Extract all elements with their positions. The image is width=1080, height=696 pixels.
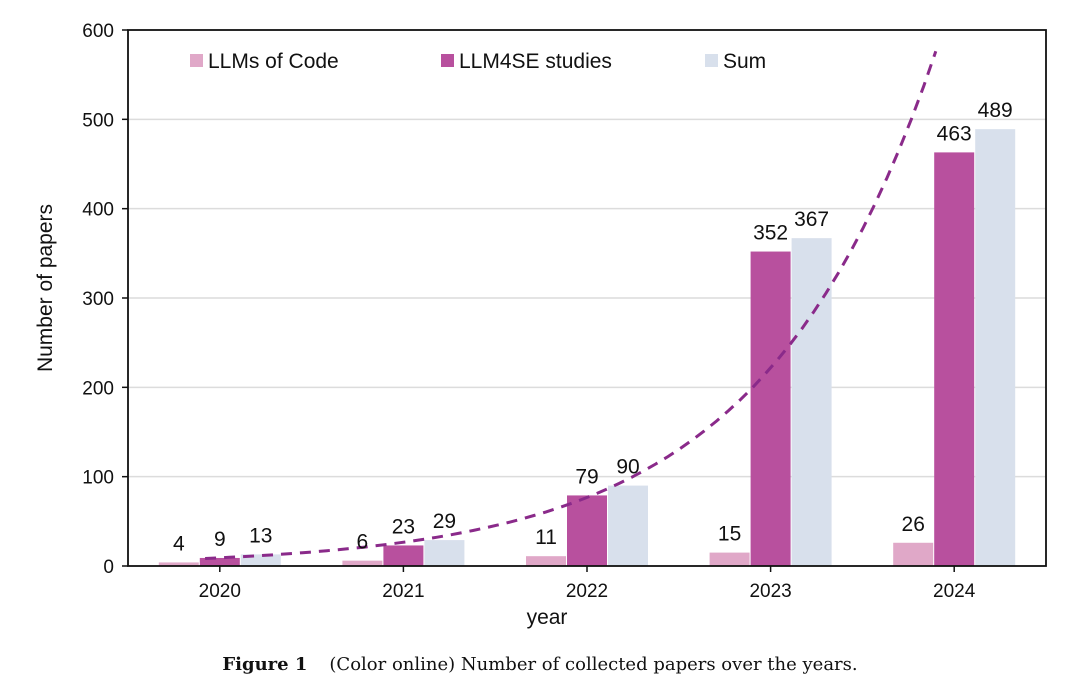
y-tick-label: 600 <box>82 21 114 42</box>
y-tick-label: 200 <box>82 378 114 399</box>
bar-sum-2024 <box>975 129 1016 566</box>
grid <box>128 118 1046 478</box>
x-tick-label: 2024 <box>933 581 976 602</box>
data-label: 367 <box>794 208 829 231</box>
y-tick-label: 100 <box>82 468 114 489</box>
y-tick-label: 400 <box>82 200 114 221</box>
bar-sum-2023 <box>791 238 832 566</box>
data-label: 6 <box>357 531 369 554</box>
legend-label: LLM4SE studies <box>459 50 612 73</box>
bar-llm4se-studies-2022 <box>567 495 607 566</box>
legend-swatch <box>705 54 718 67</box>
x-tick-label: 2021 <box>382 581 424 602</box>
bar-llms-of-code-2020 <box>158 562 199 566</box>
data-label: 352 <box>753 222 788 245</box>
data-label: 26 <box>902 513 925 536</box>
bar-llm4se-studies-2021 <box>383 545 424 566</box>
legend-swatch <box>441 54 454 67</box>
bar-llm4se-studies-2024 <box>934 152 975 567</box>
bar-sum-2020 <box>240 554 281 566</box>
data-label: 11 <box>535 526 557 549</box>
legend-swatch <box>190 54 203 67</box>
legend: LLMs of Code LLM4SE studies Sum <box>190 50 766 73</box>
trendline <box>205 50 938 560</box>
axes: 0 100 200 300 400 500 600 2020 2021 2022 2023 2024 <box>82 21 1047 602</box>
y-tick-label: 300 <box>82 289 114 310</box>
data-label: 15 <box>718 523 741 546</box>
legend-label: LLMs of Code <box>208 50 339 73</box>
bars <box>158 129 1016 567</box>
bar-sum-2022 <box>608 485 648 566</box>
data-labels: 4 9 13 6 23 29 11 79 90 15 352 367 26 463 489 <box>173 99 1013 555</box>
y-tick-label: 0 <box>103 557 114 578</box>
data-label: 90 <box>616 456 639 479</box>
data-label: 9 <box>214 528 226 551</box>
bar-llms-of-code-2023 <box>709 552 750 566</box>
bar-llm4se-studies-2020 <box>199 557 240 566</box>
data-label: 4 <box>173 532 185 555</box>
chart: 4 9 13 6 23 29 11 79 90 15 352 367 26 463 489 0 100 200 3… <box>34 21 1047 629</box>
legend-label: Sum <box>723 50 766 73</box>
trend-curve <box>205 50 938 560</box>
bar-llms-of-code-2022 <box>526 556 566 566</box>
x-tick-label: 2023 <box>749 581 791 602</box>
data-label: 29 <box>433 510 456 533</box>
data-label: 79 <box>575 465 598 488</box>
bar-llms-of-code-2024 <box>893 542 934 566</box>
data-label: 23 <box>392 515 415 538</box>
x-tick-label: 2022 <box>566 581 608 602</box>
bar-llm4se-studies-2023 <box>750 251 791 566</box>
y-tick-label: 500 <box>82 110 114 131</box>
plot-frame <box>127 29 1047 567</box>
bar-sum-2021 <box>424 540 465 566</box>
y-axis-title: Number of papers <box>34 204 57 372</box>
data-label: 489 <box>978 99 1013 122</box>
figure-caption-text: (Color online) Number of collected paper… <box>329 654 858 675</box>
data-label: 463 <box>937 122 972 145</box>
figure-label: Figure 1 <box>222 654 308 675</box>
data-label: 13 <box>249 524 272 547</box>
x-tick-label: 2020 <box>199 581 241 602</box>
figure-caption: Figure 1 (Color online) Number of collect… <box>0 654 1080 675</box>
x-axis-title: year <box>527 606 568 629</box>
bar-llms-of-code-2021 <box>342 560 383 566</box>
